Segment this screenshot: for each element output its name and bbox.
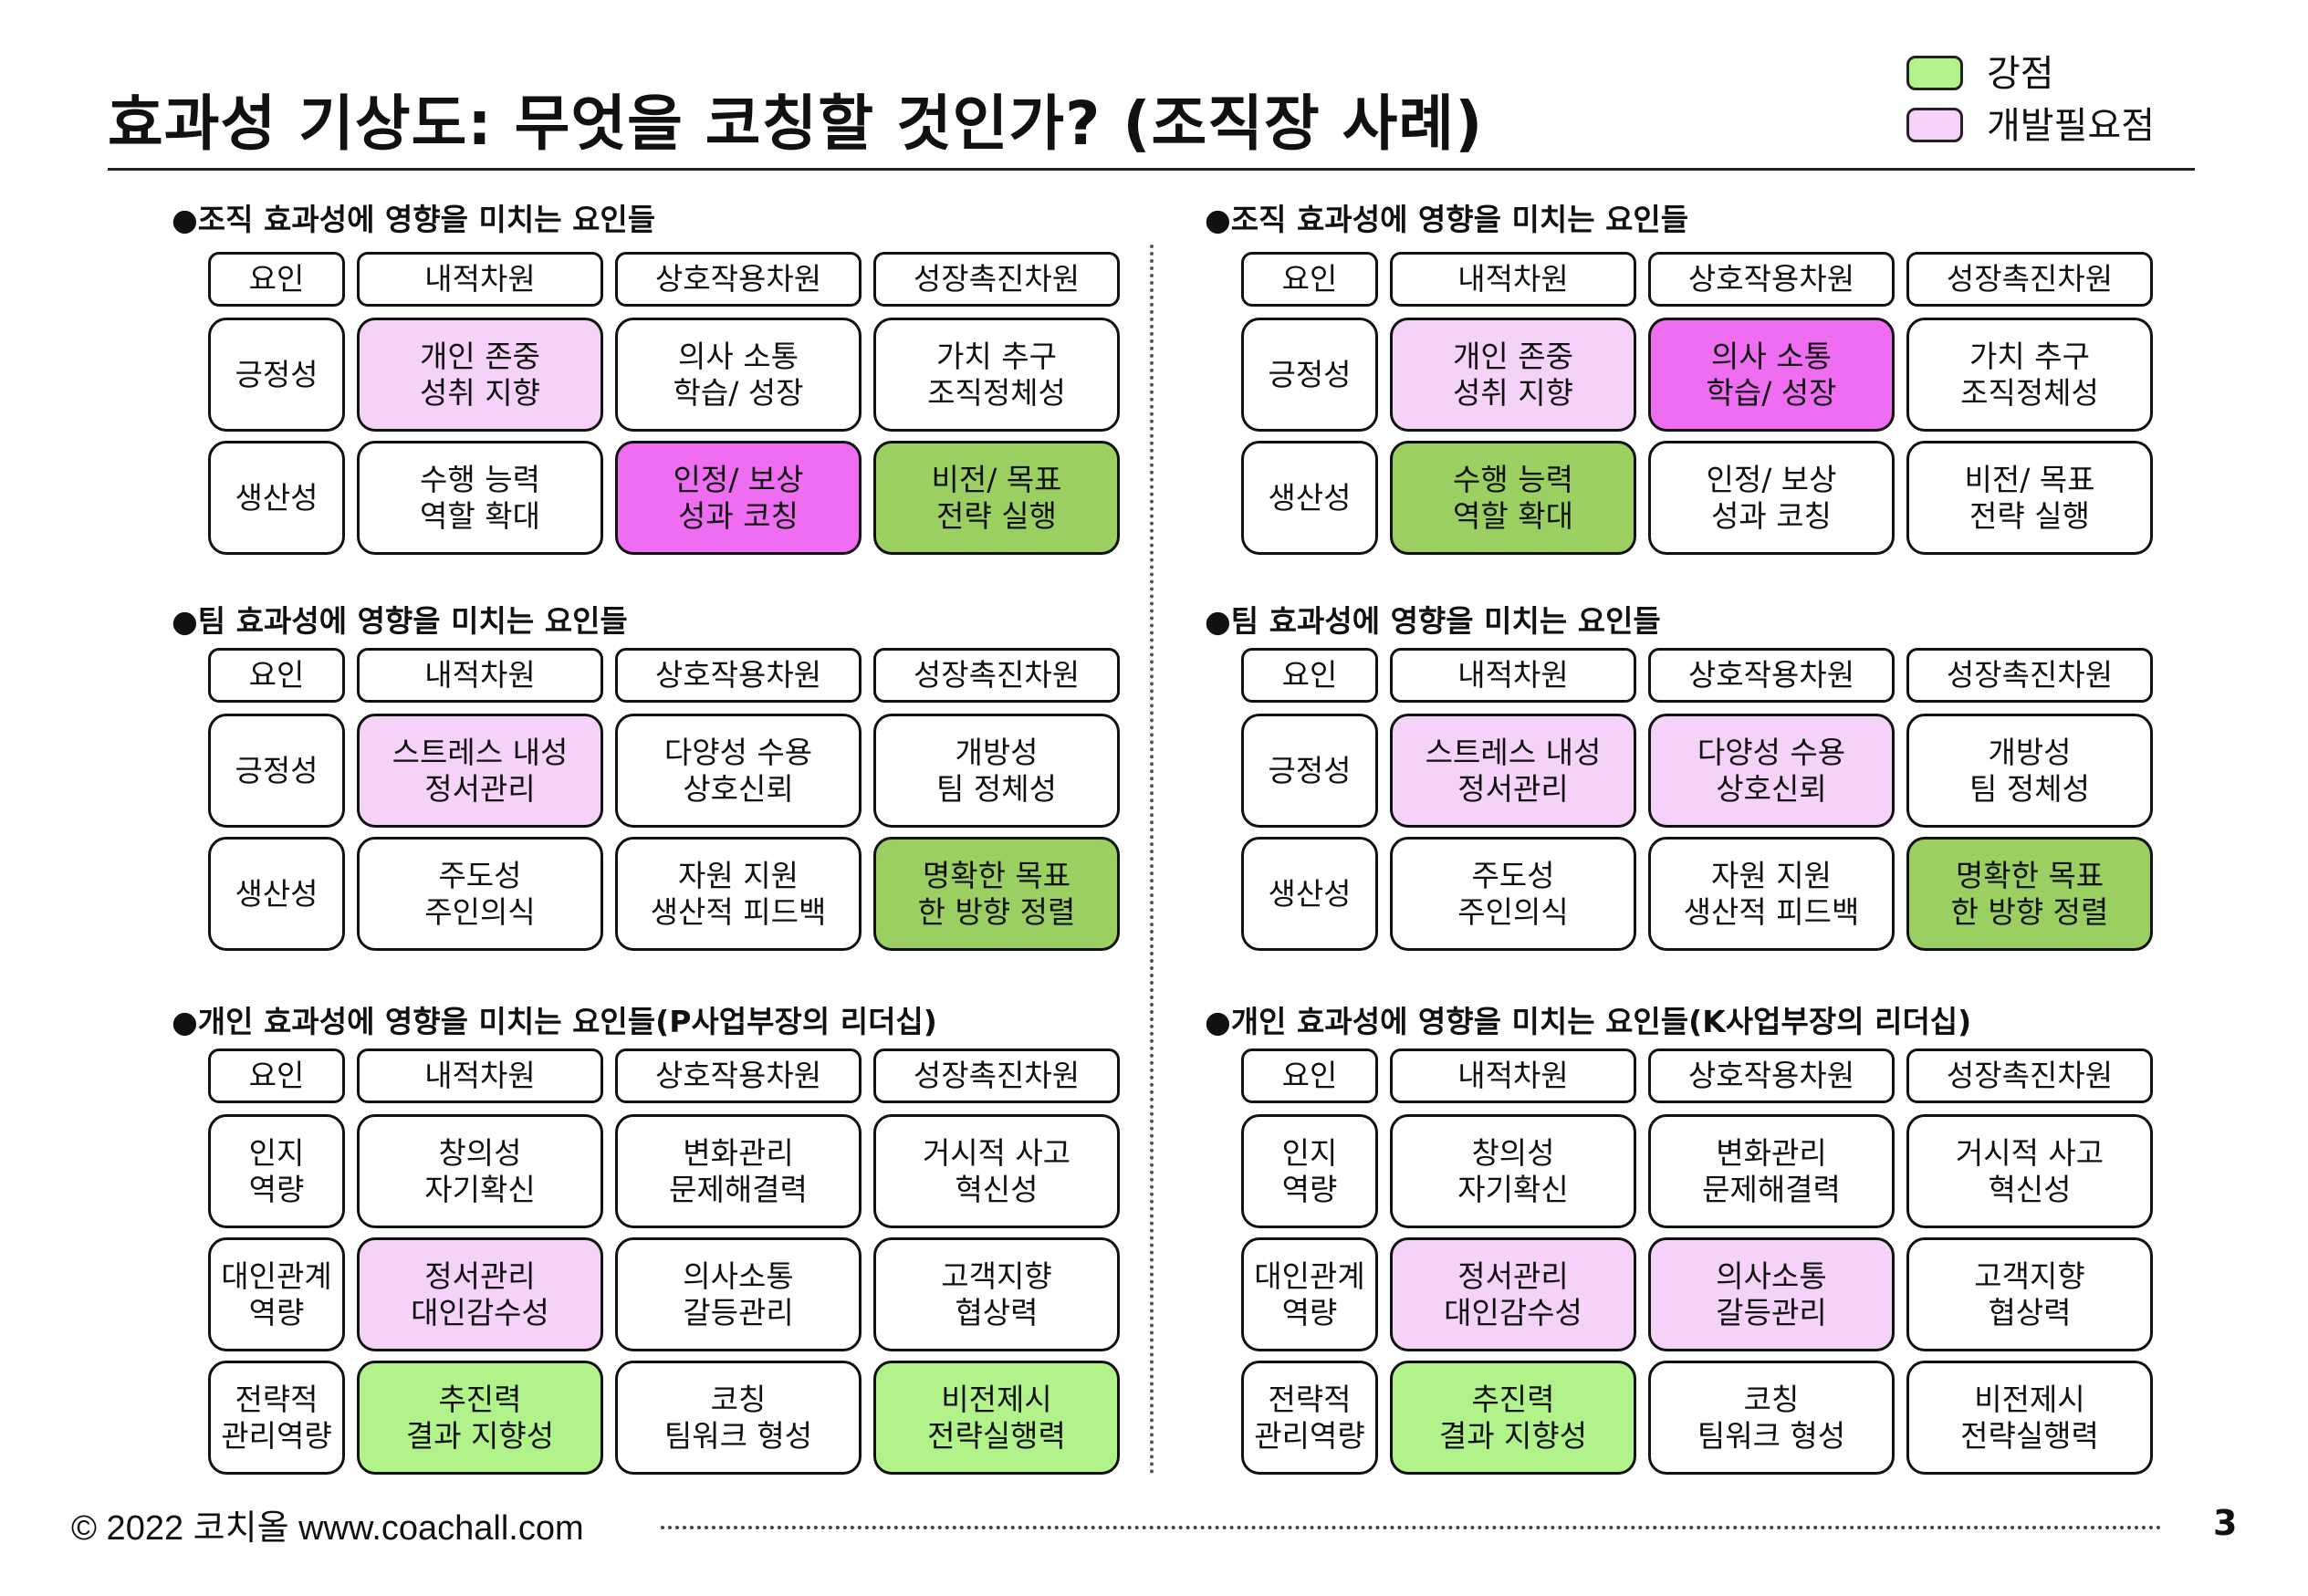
left-team-factor-cell: 개방성 팀 정체성 [873, 714, 1120, 828]
right-org-section-title: ●조직 효과성에 영향을 미치는 요인들 [1205, 202, 1689, 237]
left-team-header-cell: 성장촉진차원 [873, 648, 1120, 703]
left-team-factor-cell: 자원 지원 생산적 피드백 [615, 837, 862, 951]
right-org-factor-cell: 의사 소통 학습/ 성장 [1648, 318, 1895, 432]
right-individual-factor-cell: 변화관리 문제해결력 [1648, 1114, 1895, 1228]
left-org-factor-cell: 인정/ 보상 성과 코칭 [615, 441, 862, 555]
right-team-factor-cell: 명확한 목표 한 방향 정렬 [1906, 837, 2153, 951]
legend-label-strength: 강점 [1987, 53, 2054, 95]
left-individual-factor-cell: 코칭 팀워크 형성 [615, 1361, 862, 1475]
right-individual-header-cell: 내적차원 [1390, 1048, 1636, 1103]
left-team-header-cell: 내적차원 [357, 648, 603, 703]
right-team-header-cell: 상호작용차원 [1648, 648, 1895, 703]
left-org-factor-cell: 비전/ 목표 전략 실행 [873, 441, 1120, 555]
right-individual-factor-cell: 창의성 자기확신 [1390, 1114, 1636, 1228]
left-org-factor-cell: 가치 추구 조직정체성 [873, 318, 1120, 432]
left-org-section-title: ●조직 효과성에 영향을 미치는 요인들 [172, 202, 656, 237]
left-org-factor-cell: 수행 능력 역할 확대 [357, 441, 603, 555]
left-individual-row-label: 인지 역량 [208, 1114, 345, 1228]
left-team-factor-cell: 주도성 주인의식 [357, 837, 603, 951]
right-org-row-label: 긍정성 [1241, 318, 1378, 432]
left-team-section-title: ●팀 효과성에 영향을 미치는 요인들 [172, 603, 628, 639]
right-individual-header-cell: 요인 [1241, 1048, 1378, 1103]
left-individual-row-label: 전략적 관리역량 [208, 1361, 345, 1475]
right-individual-factor-cell: 의사소통 갈등관리 [1648, 1237, 1895, 1351]
right-org-header-cell: 성장촉진차원 [1906, 252, 2153, 307]
right-individual-header-cell: 성장촉진차원 [1906, 1048, 2153, 1103]
left-org-factor-cell: 개인 존중 성취 지향 [357, 318, 603, 432]
left-team-row-label: 생산성 [208, 837, 345, 951]
left-org-header-cell: 상호작용차원 [615, 252, 862, 307]
left-individual-factor-cell: 비전제시 전략실행력 [873, 1361, 1120, 1475]
right-org-factor-cell: 비전/ 목표 전략 실행 [1906, 441, 2153, 555]
left-team-factor-cell: 다양성 수용 상호신뢰 [615, 714, 862, 828]
right-org-header-cell: 내적차원 [1390, 252, 1636, 307]
left-org-row-label: 긍정성 [208, 318, 345, 432]
footer-copyright: © 2022 코치올 www.coachall.com [71, 1509, 584, 1548]
left-individual-factor-cell: 거시적 사고 혁신성 [873, 1114, 1120, 1228]
left-individual-factor-cell: 고객지향 협상력 [873, 1237, 1120, 1351]
left-individual-header-cell: 요인 [208, 1048, 345, 1103]
left-individual-factor-cell: 창의성 자기확신 [357, 1114, 603, 1228]
right-org-factor-cell: 인정/ 보상 성과 코칭 [1648, 441, 1895, 555]
left-team-factor-cell: 스트레스 내성 정서관리 [357, 714, 603, 828]
right-org-header-cell: 요인 [1241, 252, 1378, 307]
left-team-factor-cell: 명확한 목표 한 방향 정렬 [873, 837, 1120, 951]
left-team-row-label: 긍정성 [208, 714, 345, 828]
left-individual-factor-cell: 정서관리 대인감수성 [357, 1237, 603, 1351]
left-individual-section-title: ●개인 효과성에 영향을 미치는 요인들(P사업부장의 리더십) [172, 1004, 937, 1039]
page-number: 3 [2213, 1503, 2238, 1543]
right-team-factor-cell: 스트레스 내성 정서관리 [1390, 714, 1636, 828]
right-team-header-cell: 성장촉진차원 [1906, 648, 2153, 703]
left-individual-factor-cell: 추진력 결과 지향성 [357, 1361, 603, 1475]
right-org-row-label: 생산성 [1241, 441, 1378, 555]
right-team-factor-cell: 개방성 팀 정체성 [1906, 714, 2153, 828]
right-individual-row-label: 대인관계 역량 [1241, 1237, 1378, 1351]
right-team-section-title: ●팀 효과성에 영향을 미치는 요인들 [1205, 603, 1661, 639]
right-individual-row-label: 전략적 관리역량 [1241, 1361, 1378, 1475]
right-team-factor-cell: 주도성 주인의식 [1390, 837, 1636, 951]
right-individual-factor-cell: 코칭 팀워크 형성 [1648, 1361, 1895, 1475]
right-org-factor-cell: 개인 존중 성취 지향 [1390, 318, 1636, 432]
right-individual-row-label: 인지 역량 [1241, 1114, 1378, 1228]
right-team-row-label: 생산성 [1241, 837, 1378, 951]
left-individual-header-cell: 성장촉진차원 [873, 1048, 1120, 1103]
page-title: 효과성 기상도: 무엇을 코칭할 것인가? (조직장 사례) [108, 89, 1484, 159]
left-individual-header-cell: 상호작용차원 [615, 1048, 862, 1103]
left-individual-row-label: 대인관계 역량 [208, 1237, 345, 1351]
right-team-row-label: 긍정성 [1241, 714, 1378, 828]
right-team-header-cell: 내적차원 [1390, 648, 1636, 703]
column-divider [1150, 245, 1154, 1475]
right-individual-factor-cell: 고객지향 협상력 [1906, 1237, 2153, 1351]
legend-label-develop: 개발필요점 [1987, 105, 2155, 147]
right-team-factor-cell: 다양성 수용 상호신뢰 [1648, 714, 1895, 828]
right-team-factor-cell: 자원 지원 생산적 피드백 [1648, 837, 1895, 951]
left-org-header-cell: 요인 [208, 252, 345, 307]
left-org-factor-cell: 의사 소통 학습/ 성장 [615, 318, 862, 432]
right-individual-factor-cell: 거시적 사고 혁신성 [1906, 1114, 2153, 1228]
footer-dotted-line [661, 1526, 2162, 1529]
legend-swatch-strength [1906, 56, 1963, 90]
left-org-header-cell: 내적차원 [357, 252, 603, 307]
title-divider [108, 168, 2195, 171]
left-individual-factor-cell: 의사소통 갈등관리 [615, 1237, 862, 1351]
right-org-factor-cell: 수행 능력 역할 확대 [1390, 441, 1636, 555]
left-team-header-cell: 요인 [208, 648, 345, 703]
left-individual-factor-cell: 변화관리 문제해결력 [615, 1114, 862, 1228]
right-org-header-cell: 상호작용차원 [1648, 252, 1895, 307]
left-individual-header-cell: 내적차원 [357, 1048, 603, 1103]
right-org-factor-cell: 가치 추구 조직정체성 [1906, 318, 2153, 432]
right-individual-header-cell: 상호작용차원 [1648, 1048, 1895, 1103]
right-individual-factor-cell: 정서관리 대인감수성 [1390, 1237, 1636, 1351]
legend-swatch-develop [1906, 108, 1963, 142]
right-individual-factor-cell: 비전제시 전략실행력 [1906, 1361, 2153, 1475]
left-org-header-cell: 성장촉진차원 [873, 252, 1120, 307]
left-org-row-label: 생산성 [208, 441, 345, 555]
right-individual-factor-cell: 추진력 결과 지향성 [1390, 1361, 1636, 1475]
right-team-header-cell: 요인 [1241, 648, 1378, 703]
left-team-header-cell: 상호작용차원 [615, 648, 862, 703]
right-individual-section-title: ●개인 효과성에 영향을 미치는 요인들(K사업부장의 리더십) [1205, 1004, 1972, 1039]
